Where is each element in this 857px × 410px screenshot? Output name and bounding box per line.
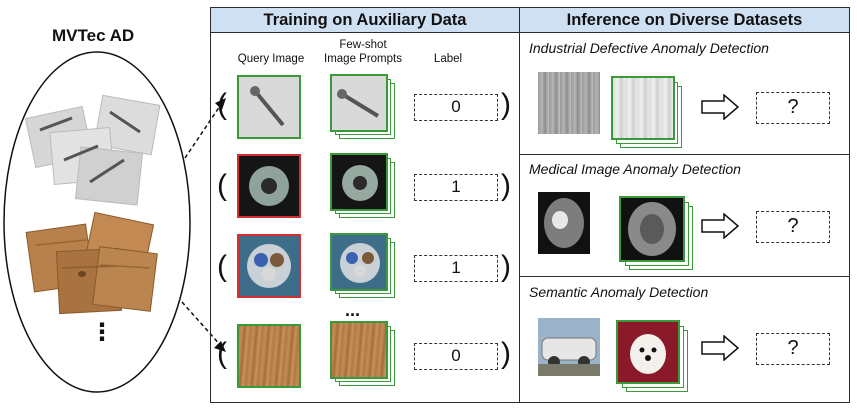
semantic-query-image [538, 318, 600, 376]
row4-label-box: 0 [414, 343, 498, 370]
query-column-header: Query Image [237, 53, 305, 65]
row4-close-paren: ) [501, 337, 511, 370]
medical-answer-box: ? [756, 211, 830, 243]
screw-image-pile [24, 94, 161, 206]
row2-query-image [237, 154, 301, 218]
row3-label-box: 1 [414, 255, 498, 282]
row3-query-image [237, 234, 301, 298]
row2-prompt-image [330, 153, 388, 211]
dataset-title: MVTec AD [52, 26, 135, 45]
row4-open-paren: ( [217, 337, 227, 370]
row1-query-image [237, 75, 301, 139]
dashed-arrow-bottom [181, 301, 223, 348]
rows-gap-marker: ... [345, 300, 361, 320]
row1-close-paren: ) [501, 88, 511, 121]
label-column-header: Label [433, 53, 463, 65]
row1-open-paren: ( [217, 88, 227, 121]
row2-label-box: 1 [414, 174, 498, 201]
medical-section-title: Medical Image Anomaly Detection [529, 161, 741, 177]
semantic-section-title: Semantic Anomaly Detection [529, 284, 709, 300]
row3-prompt-image [330, 233, 388, 291]
medical-prompt-image [619, 196, 685, 262]
dataset-ellipse-outline [3, 51, 191, 393]
industrial-prompt-image [611, 76, 675, 140]
semantic-answer-box: ? [756, 333, 830, 365]
industrial-arrow-icon [701, 94, 740, 120]
medical-query-image [538, 192, 590, 254]
inference-panel-title: Inference on Diverse Datasets [520, 8, 849, 33]
row2-close-paren: ) [501, 169, 511, 202]
industrial-section-title: Industrial Defective Anomaly Detection [529, 40, 769, 56]
prompts-header-line1: Few-shot [339, 39, 387, 51]
row2-open-paren: ( [217, 169, 227, 202]
inference-panel: Inference on Diverse Datasets Industrial… [519, 7, 850, 403]
section-divider-2 [520, 276, 849, 277]
section-divider-1 [520, 154, 849, 155]
row1-label-box: 0 [414, 94, 498, 121]
dataset-more-ellipsis: ⋮ [90, 319, 114, 346]
row3-close-paren: ) [501, 250, 511, 283]
wood-image-pile [25, 211, 158, 315]
row3-open-paren: ( [217, 250, 227, 283]
training-panel: Training on Auxiliary Data Query Image F… [210, 7, 520, 403]
semantic-arrow-icon [701, 335, 740, 361]
training-panel-title: Training on Auxiliary Data [211, 8, 519, 33]
semantic-prompt-image [616, 320, 680, 384]
dataset-ellipse [3, 51, 226, 393]
industrial-answer-box: ? [756, 92, 830, 124]
row4-prompt-image [330, 321, 388, 379]
prompts-header-line2: Image Prompts [324, 53, 402, 65]
medical-arrow-icon [701, 213, 740, 239]
row4-query-image [237, 324, 301, 388]
prompts-column-header: Few-shot Image Prompts [317, 38, 409, 66]
row1-prompt-image [330, 74, 388, 132]
industrial-query-image [538, 72, 600, 134]
